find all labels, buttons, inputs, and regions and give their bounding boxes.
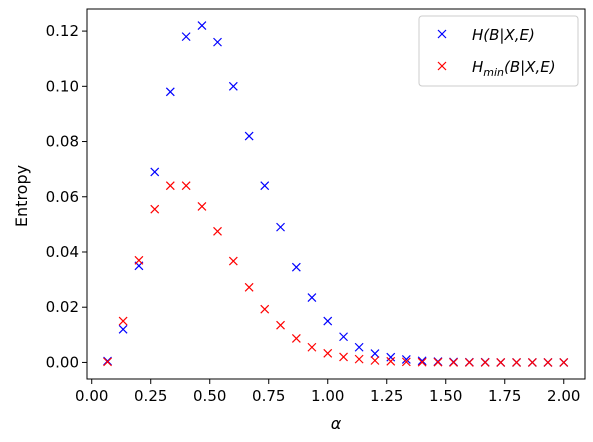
x-tick-label: 1.00	[311, 387, 344, 405]
x-tick-label: 1.25	[370, 387, 403, 405]
x-tick-label: 1.50	[429, 387, 462, 405]
data-points	[103, 21, 569, 367]
x-tick-label: 0.25	[134, 387, 167, 405]
point-hmin	[527, 358, 537, 367]
y-tick-label: 0.10	[46, 77, 79, 95]
point-hmin	[197, 202, 207, 211]
point-hmin	[512, 358, 521, 367]
point-hmin	[464, 358, 474, 367]
point-hmin	[417, 357, 427, 367]
x-tick-label: 0.50	[193, 387, 226, 405]
legend-hmin-sub: min	[483, 66, 504, 79]
legend: H(B|X,E) Hmin(B|X,E)	[418, 15, 579, 87]
point-hmin	[181, 181, 191, 191]
point-h	[370, 349, 380, 359]
point-h	[181, 32, 191, 42]
point-h	[307, 293, 317, 302]
x-axis-ticks: 0.00 0.25 0.50 0.75 1.00 1.25 1.50 1.75 2.00	[75, 379, 580, 405]
x-axis-label: α	[331, 414, 342, 433]
point-h	[417, 356, 427, 366]
point-hmin	[150, 204, 160, 214]
point-hmin	[559, 358, 569, 367]
y-axis-ticks: 0.00 0.02 0.04 0.06 0.08 0.10 0.12	[46, 22, 87, 371]
point-h	[244, 131, 254, 141]
point-h	[323, 316, 333, 326]
legend-marker-h	[437, 29, 447, 39]
point-hmin	[339, 352, 348, 362]
y-tick-label: 0.02	[46, 298, 79, 316]
legend-hmin-rest: (B|X,E)	[504, 58, 556, 76]
legend-label-h: H(B|X,E)	[472, 26, 535, 44]
point-h	[150, 167, 160, 177]
point-hmin	[118, 316, 128, 326]
point-h	[197, 21, 207, 30]
point-hmin	[449, 358, 458, 367]
x-tick-label: 0.00	[75, 387, 108, 405]
point-hmin	[134, 255, 144, 265]
y-tick-label: 0.08	[46, 133, 79, 151]
point-h	[386, 352, 396, 362]
y-axis-label: Entropy	[12, 165, 31, 227]
point-h	[276, 222, 285, 232]
point-h	[291, 262, 301, 272]
point-hmin	[433, 357, 443, 367]
point-hmin	[496, 358, 506, 367]
point-hmin	[480, 358, 490, 367]
y-tick-label: 0.06	[46, 188, 79, 206]
point-h	[165, 87, 175, 97]
y-tick-label: 0.12	[46, 22, 79, 40]
point-h	[228, 81, 238, 91]
point-hmin	[103, 357, 112, 367]
point-hmin	[386, 356, 396, 366]
x-tick-label: 2.00	[547, 387, 580, 405]
point-h	[339, 332, 348, 342]
legend-marker-hmin	[437, 61, 447, 71]
point-h	[260, 181, 270, 191]
point-hmin	[260, 304, 270, 314]
point-hmin	[354, 354, 364, 364]
point-hmin	[307, 342, 317, 352]
point-hmin	[401, 357, 411, 367]
point-h	[354, 342, 364, 352]
point-hmin	[323, 348, 333, 358]
point-hmin	[244, 282, 254, 292]
y-tick-label: 0.04	[46, 243, 79, 261]
point-hmin	[370, 356, 380, 365]
y-tick-label: 0.00	[46, 353, 79, 371]
plot-frame	[86, 8, 586, 380]
legend-box	[418, 15, 579, 87]
legend-hmin-main: H	[472, 58, 483, 76]
point-hmin	[165, 181, 175, 191]
point-h	[401, 354, 411, 364]
point-hmin	[213, 226, 222, 236]
point-h	[118, 324, 128, 334]
point-h	[213, 37, 222, 47]
point-hmin	[291, 333, 301, 343]
x-tick-label: 1.75	[488, 387, 521, 405]
x-tick-label: 0.75	[252, 387, 285, 405]
legend-label-hmin: Hmin(B|X,E)	[472, 58, 556, 79]
point-hmin	[276, 320, 285, 330]
point-hmin	[228, 256, 238, 266]
point-hmin	[543, 358, 553, 367]
